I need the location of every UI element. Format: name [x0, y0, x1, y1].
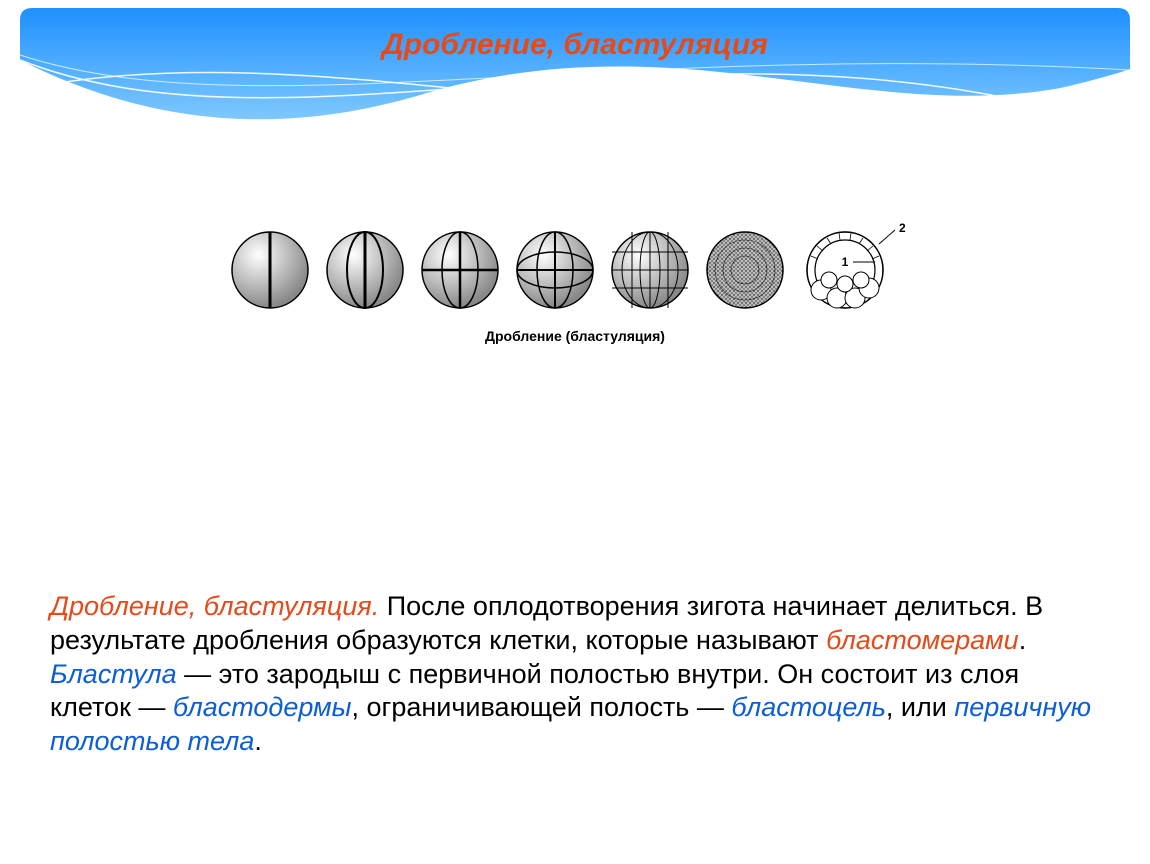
- term-blastomeres: бластомерами: [826, 625, 1019, 655]
- text-p2h: .: [254, 726, 262, 756]
- diagram-caption: Дробление (бластуляция): [0, 328, 1150, 344]
- text-p1d: .: [1019, 625, 1027, 655]
- diagram-label-2: 2: [899, 221, 906, 235]
- term-cleavage: Дробление, бластуляция.: [50, 591, 379, 621]
- text-p2d: , ограничивающей полость —: [351, 692, 731, 722]
- diagram-label-1: 1: [842, 255, 849, 269]
- cleavage-diagram: 1 2 Дробление (бластуляция): [0, 215, 1150, 344]
- body-paragraph: Дробление, бластуляция. После оплодотвор…: [50, 590, 1100, 759]
- page-title: Дробление, бластуляция: [0, 28, 1150, 62]
- term-blastocoel: бластоцель: [731, 692, 886, 722]
- term-blastula: Бластула: [50, 659, 177, 689]
- text-p2f: , или: [886, 692, 954, 722]
- term-blastoderm: бластодермы: [173, 692, 352, 722]
